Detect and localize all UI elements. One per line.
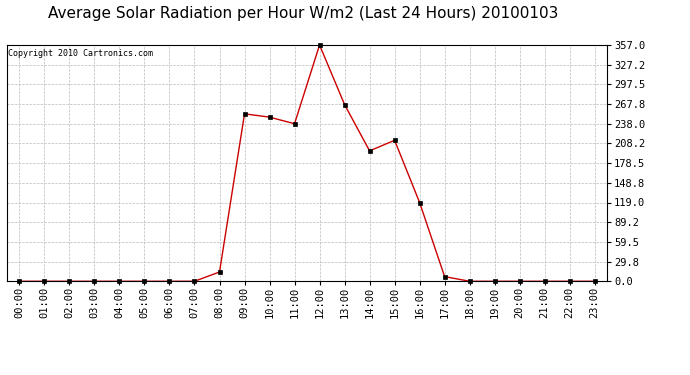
Text: Average Solar Radiation per Hour W/m2 (Last 24 Hours) 20100103: Average Solar Radiation per Hour W/m2 (L… <box>48 6 559 21</box>
Text: Copyright 2010 Cartronics.com: Copyright 2010 Cartronics.com <box>8 48 153 57</box>
